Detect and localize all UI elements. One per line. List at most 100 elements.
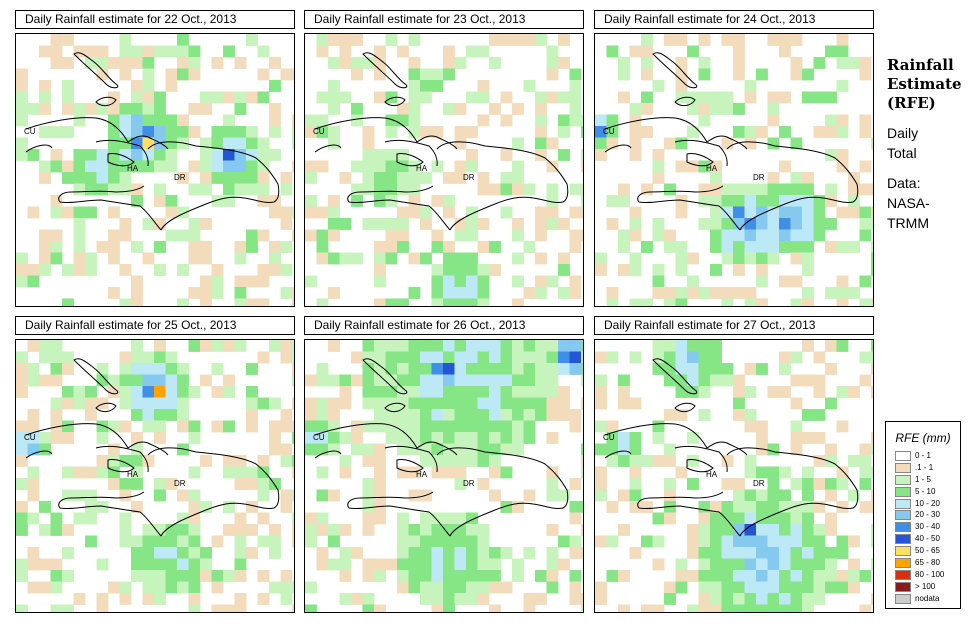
rainfall-cell xyxy=(73,241,86,253)
rainfall-cell xyxy=(477,455,490,467)
rainfall-cell xyxy=(859,604,872,612)
rainfall-cell xyxy=(558,264,570,276)
rainfall-cell xyxy=(512,298,524,306)
rainfall-cell xyxy=(119,478,132,490)
rainfall-cell xyxy=(618,432,630,444)
rainfall-cell xyxy=(790,443,803,456)
rainfall-cell xyxy=(188,501,201,513)
rainfall-cell xyxy=(466,340,478,352)
rainfall-cell xyxy=(721,252,734,265)
rainfall-cell xyxy=(569,501,582,513)
rainfall-cell xyxy=(119,489,132,502)
rainfall-cell xyxy=(177,524,189,536)
rainfall-cell xyxy=(200,275,212,288)
rainfall-cell xyxy=(767,218,780,230)
rainfall-cell xyxy=(581,363,583,375)
rainfall-cell xyxy=(721,103,734,115)
rainfall-cell xyxy=(569,363,582,375)
rainfall-cell xyxy=(385,114,398,127)
rainfall-cell xyxy=(165,68,178,81)
rainfall-cell xyxy=(664,229,676,242)
rainfall-cell xyxy=(618,91,630,104)
rainfall-cell xyxy=(397,172,409,184)
legend-swatch xyxy=(895,450,911,461)
rainfall-cell xyxy=(431,287,444,299)
rainfall-cell xyxy=(558,114,570,127)
rainfall-cell xyxy=(431,512,444,525)
rainfall-cell xyxy=(73,103,86,115)
rainfall-cell xyxy=(744,229,757,242)
rainfall-cell xyxy=(767,103,780,115)
rainfall-cell xyxy=(489,489,501,502)
rainfall-cell xyxy=(558,126,570,138)
country-label-cuba: CU xyxy=(603,127,615,136)
rainfall-cell xyxy=(652,351,665,364)
rainfall-cell xyxy=(466,455,478,467)
rainfall-cell xyxy=(546,409,559,421)
rainfall-cell xyxy=(62,34,74,46)
rainfall-cell xyxy=(629,351,642,364)
rainfall-cell xyxy=(269,103,281,115)
rainfall-cell xyxy=(569,275,582,288)
rainfall-cell xyxy=(558,351,570,364)
rainfall-cell xyxy=(339,386,352,398)
rainfall-cell xyxy=(188,340,201,352)
rainfall-cell xyxy=(629,206,642,219)
rainfall-cell xyxy=(131,466,143,479)
rainfall-cell xyxy=(721,183,734,196)
coastline xyxy=(384,445,438,473)
rainfall-cell xyxy=(27,420,40,433)
rainfall-cell xyxy=(744,218,757,230)
rainfall-cell xyxy=(756,489,768,502)
rainfall-cell xyxy=(454,160,467,173)
rainfall-cell xyxy=(85,409,97,421)
rainfall-cell xyxy=(687,275,699,288)
rainfall-cell xyxy=(733,478,745,490)
rainfall-cell xyxy=(466,386,478,398)
rainfall-cell xyxy=(848,386,860,398)
rainfall-cell xyxy=(50,126,63,138)
rainfall-cell xyxy=(351,351,363,364)
rainfall-cell xyxy=(836,340,849,352)
rainfall-cell xyxy=(698,570,711,582)
rainfall-cell xyxy=(652,420,665,433)
coastline xyxy=(362,52,408,89)
rainfall-cell xyxy=(721,287,734,299)
rainfall-cell xyxy=(454,229,467,242)
rainfall-cell xyxy=(362,489,375,502)
rainfall-cell xyxy=(328,137,340,150)
rainfall-cell xyxy=(280,172,293,184)
rainfall-cell xyxy=(234,183,247,196)
rainfall-cell xyxy=(200,172,212,184)
rainfall-cell xyxy=(443,298,455,306)
rainfall-cell xyxy=(581,374,583,387)
rainfall-cell xyxy=(790,501,803,513)
rainfall-cell xyxy=(595,149,607,161)
rainfall-cell xyxy=(50,432,63,444)
rainfall-cell xyxy=(779,218,791,230)
rainfall-cell xyxy=(108,126,120,138)
rainfall-cell xyxy=(200,455,212,467)
rainfall-cell xyxy=(420,172,432,184)
rainfall-cell xyxy=(466,570,478,582)
rainfall-cell xyxy=(108,386,120,398)
rainfall-cell xyxy=(27,103,40,115)
rainfall-cell xyxy=(790,558,803,571)
rainfall-cell xyxy=(512,386,524,398)
legend-label: 1 - 5 xyxy=(915,474,932,484)
rainfall-cell xyxy=(733,264,745,276)
rainfall-cell xyxy=(73,397,86,410)
rainfall-cell xyxy=(802,409,814,421)
rainfall-cell xyxy=(374,420,386,433)
rainfall-cell xyxy=(351,183,363,196)
rainfall-cell xyxy=(581,547,583,559)
rainfall-cell xyxy=(16,432,28,444)
rainfall-cell xyxy=(397,570,409,582)
rainfall-cell xyxy=(535,397,547,410)
rainfall-cell xyxy=(108,114,120,127)
rainfall-cell xyxy=(512,501,524,513)
rainfall-cell xyxy=(721,218,734,230)
rainfall-cell xyxy=(454,137,467,150)
rainfall-cell xyxy=(767,183,780,196)
rainfall-cell xyxy=(581,183,583,196)
